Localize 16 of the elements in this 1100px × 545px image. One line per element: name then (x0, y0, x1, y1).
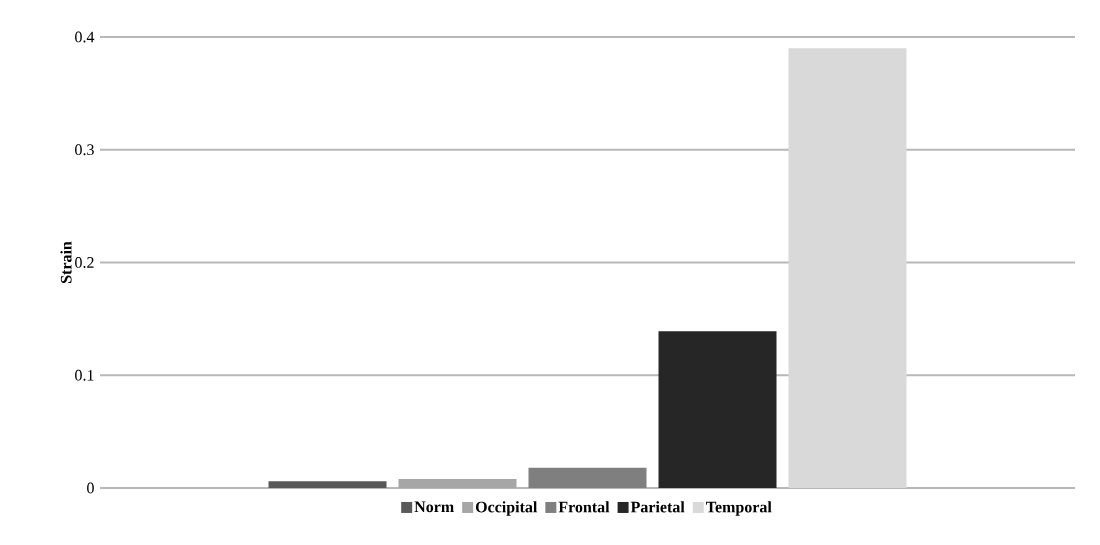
bar (268, 481, 387, 488)
legend-label: Norm (414, 501, 454, 513)
legend-label: Frontal (558, 501, 610, 513)
bar (528, 467, 647, 488)
legend-label: Parietal (630, 501, 685, 513)
bar (658, 331, 777, 488)
legend-label: Occipital (475, 501, 538, 516)
y-tick-label: 0.3 (75, 144, 94, 156)
legend-label: Temporal (706, 501, 772, 516)
bar (398, 478, 517, 488)
bar (788, 48, 907, 488)
y-tick-label: 0 (87, 482, 94, 494)
y-tick-label: 0.2 (75, 257, 94, 268)
y-axis-title: Strain (60, 241, 72, 283)
y-tick-label: 0.4 (75, 31, 95, 43)
y-tick-label: 0.1 (75, 369, 94, 381)
